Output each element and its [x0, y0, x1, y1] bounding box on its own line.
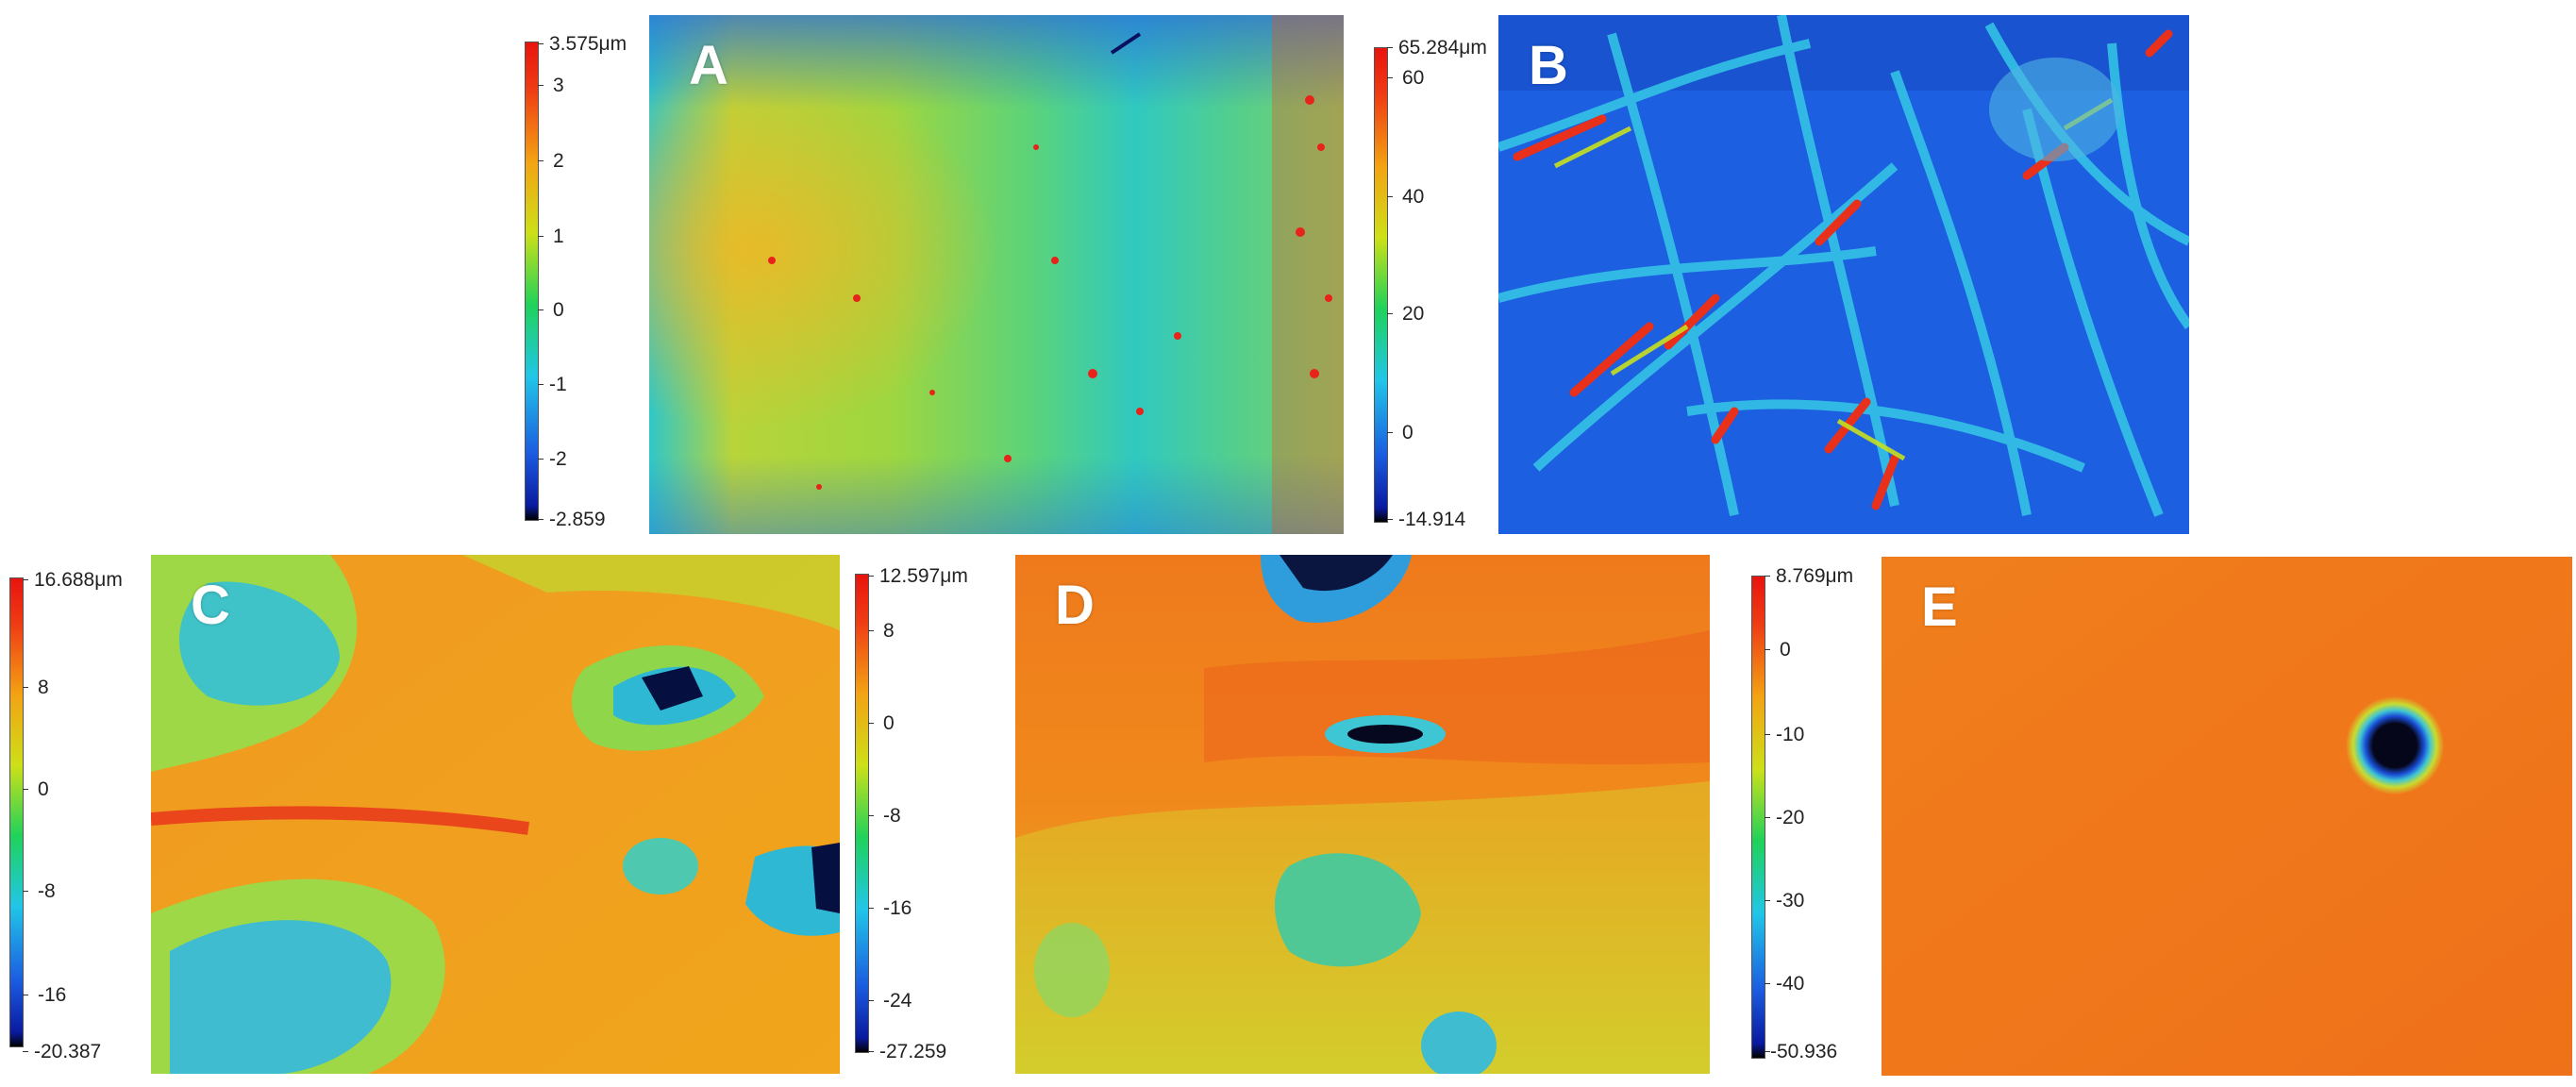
colorbar-c-tick: 0: [38, 778, 49, 800]
colorbar-e: [1751, 576, 1765, 1059]
colorbar-e-tick: -30: [1776, 890, 1805, 911]
colorbar-tick-mark: [1765, 576, 1770, 577]
colorbar-b-tick: 40: [1402, 186, 1425, 208]
panel-c-letter: C: [191, 575, 230, 636]
colorbar-d-min-label: -27.259: [879, 1041, 947, 1062]
surface-map-a: A: [649, 15, 1344, 534]
colorbar-tick-mark: [868, 908, 874, 909]
colorbar-d-tick: -24: [883, 990, 912, 1012]
colorbar-d-tick: 0: [883, 712, 895, 734]
colorbar-c-tick: -8: [38, 880, 56, 902]
colorbar-tick-mark: [1765, 734, 1770, 735]
colorbar-b-tick: 0: [1402, 422, 1413, 443]
colorbar-b: [1374, 47, 1388, 523]
colorbar-tick-mark: [538, 43, 544, 44]
colorbar-d-tick: -16: [883, 897, 912, 919]
colorbar-c-min-label: -20.387: [34, 1041, 102, 1062]
colorbar-d-max-label: 12.597μm: [879, 565, 968, 587]
surface-map-c: C: [151, 555, 840, 1074]
panel-b-letter: B: [1529, 35, 1568, 96]
colorbar-d: [855, 574, 869, 1053]
colorbar-tick-mark: [1765, 649, 1770, 650]
colorbar-b-tick: 60: [1402, 67, 1425, 89]
colorbar-a-min-label: -2.859: [549, 509, 606, 530]
colorbar-e-max-label: 8.769μm: [1776, 565, 1854, 587]
colorbar-tick-mark: [868, 630, 874, 631]
colorbar-tick-mark: [1765, 983, 1770, 984]
colorbar-tick-mark: [868, 815, 874, 816]
panel-a-letter: A: [689, 35, 728, 96]
colorbar-e-tick: -20: [1776, 807, 1805, 828]
colorbar-c: [9, 577, 24, 1047]
colorbar-tick-mark: [1387, 77, 1393, 78]
colorbar-tick-mark: [1387, 313, 1393, 314]
colorbar-tick-mark: [868, 576, 874, 577]
colorbar-e-tick: -10: [1776, 724, 1805, 745]
colorbar-tick-mark: [538, 85, 544, 86]
colorbar-tick-mark: [1765, 817, 1770, 818]
colorbar-tick-mark: [868, 1000, 874, 1001]
colorbar-e-tick: -40: [1776, 973, 1805, 995]
colorbar-a-tick: 0: [553, 299, 564, 321]
colorbar-c-tick: 8: [38, 677, 49, 698]
colorbar-b-tick: 20: [1402, 303, 1425, 325]
colorbar-d-tick: 8: [883, 620, 895, 642]
colorbar-b-max-label: 65.284μm: [1398, 37, 1487, 59]
colorbar-a-tick: -1: [549, 374, 567, 395]
panel-d-letter: D: [1055, 575, 1095, 636]
colorbar-a-tick: -2: [549, 448, 567, 470]
colorbar-b-min-label: -14.914: [1398, 509, 1466, 530]
colorbar-tick-mark: [538, 384, 544, 385]
colorbar-d-tick: -8: [883, 805, 901, 827]
colorbar-a-tick: 3: [553, 75, 564, 96]
surface-map-d: D: [1015, 555, 1710, 1074]
colorbar-a-tick: 1: [553, 226, 564, 247]
colorbar-a: [525, 42, 539, 521]
colorbar-tick-mark: [538, 160, 544, 161]
colorbar-tick-mark: [538, 459, 544, 460]
colorbar-a-max-label: 3.575μm: [549, 33, 627, 55]
colorbar-tick-mark: [1765, 900, 1770, 901]
colorbar-tick-mark: [1387, 432, 1393, 433]
colorbar-tick-mark: [868, 1051, 874, 1052]
colorbar-c-max-label: 16.688μm: [34, 569, 123, 591]
colorbar-tick-mark: [538, 309, 544, 310]
colorbar-tick-mark: [23, 891, 28, 892]
colorbar-e-min-label: -50.936: [1770, 1041, 1838, 1062]
colorbar-c-tick: -16: [38, 984, 67, 1006]
surface-map-b: B: [1498, 15, 2189, 534]
colorbar-tick-mark: [1387, 47, 1393, 48]
colorbar-tick-mark: [1387, 196, 1393, 197]
colorbar-tick-mark: [23, 789, 28, 790]
colorbar-tick-mark: [538, 519, 544, 520]
colorbar-tick-mark: [23, 579, 28, 580]
surface-map-e: E: [1882, 557, 2572, 1076]
colorbar-tick-mark: [23, 1051, 28, 1052]
colorbar-a-tick: 2: [553, 150, 564, 172]
colorbar-e-tick: 0: [1780, 639, 1791, 661]
colorbar-tick-mark: [538, 236, 544, 237]
colorbar-tick-mark: [1387, 519, 1393, 520]
colorbar-tick-mark: [1765, 1051, 1770, 1052]
panel-e-letter: E: [1921, 577, 1958, 638]
colorbar-tick-mark: [868, 723, 874, 724]
colorbar-tick-mark: [23, 687, 28, 688]
